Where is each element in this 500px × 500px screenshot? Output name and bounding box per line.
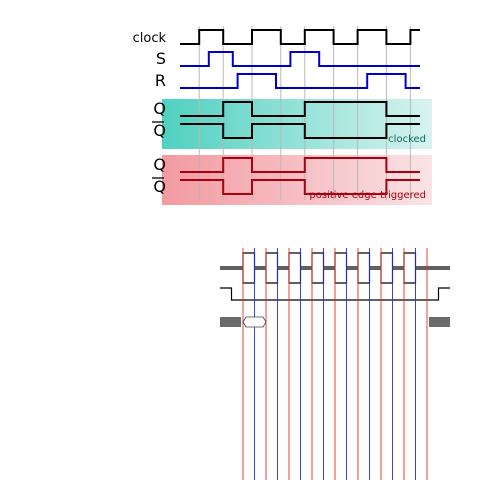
clock-wave bbox=[180, 30, 420, 44]
label-S: S bbox=[156, 49, 166, 68]
cpha0-cycle-cap-left bbox=[220, 317, 241, 327]
clocked-note: clocked bbox=[388, 134, 426, 145]
label-Q-edge: Q bbox=[153, 155, 166, 174]
cpha0-cycle-cell bbox=[243, 317, 266, 327]
label-Q-clocked: Q bbox=[153, 99, 166, 118]
label-Qbar-edge: Q bbox=[153, 177, 166, 196]
label-R: R bbox=[155, 71, 166, 90]
edge-note: positive edge triggered bbox=[309, 190, 426, 201]
S-wave bbox=[180, 52, 420, 66]
label-clock: clock bbox=[133, 31, 167, 46]
cpha0-cycle-cap-right bbox=[429, 317, 450, 327]
R-wave bbox=[180, 74, 420, 88]
label-Qbar-clocked: Q bbox=[153, 121, 166, 140]
